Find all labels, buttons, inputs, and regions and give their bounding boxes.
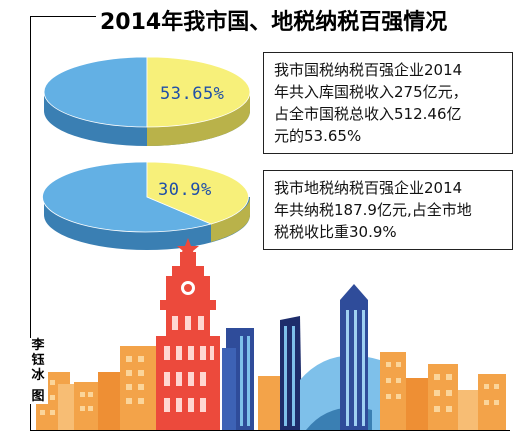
- guoshui-line-3: 占全市国税总收入512.46亿: [274, 105, 462, 123]
- dishui-line-3: 税税收比重30.9%: [274, 223, 397, 241]
- image-credit: 李 钰 冰 图: [28, 338, 48, 404]
- pie1-slice-small: [146, 56, 251, 128]
- pie-chart-guoshui: [43, 56, 251, 146]
- dishui-line-2: 年共纳税187.9亿元,占全市地: [274, 201, 472, 219]
- pie1-percent-label: 53.65%: [160, 84, 225, 104]
- page-title: 2014年我市国、地税纳税百强情况: [96, 4, 452, 36]
- dishui-info-box: 我市地税纳税百强企业2014 年共纳税187.9亿元,占全市地 税税收比重30.…: [263, 170, 513, 250]
- pie2-percent-label: 30.9%: [158, 180, 212, 200]
- pie1-slice-large: [43, 56, 148, 128]
- pie1-side-small: [147, 92, 250, 146]
- credit-char: 图: [31, 389, 45, 404]
- pie2-side-small: [211, 197, 250, 242]
- dishui-line-1: 我市地税纳税百强企业2014: [274, 179, 463, 197]
- frame-top-line: [30, 16, 100, 17]
- guoshui-line-4: 元的53.65%: [274, 127, 362, 145]
- frame-left-line: [30, 16, 31, 431]
- pie2-slice-small: [146, 161, 249, 225]
- city-skyline-illustration: [36, 238, 506, 430]
- guoshui-info-box: 我市国税纳税百强企业2014 年共入库国税收入275亿元， 占全市国税总收入51…: [263, 52, 513, 154]
- guoshui-line-1: 我市国税纳税百强企业2014: [274, 61, 463, 79]
- pie2-slice-large: [42, 161, 213, 233]
- credit-char: 钰: [31, 353, 45, 368]
- pie-chart-dishui: [42, 161, 250, 250]
- guoshui-line-2: 年共入库国税收入275亿元，: [274, 83, 468, 101]
- credit-char: 李: [31, 338, 45, 353]
- frame-bottom-line: [30, 430, 510, 431]
- credit-char: 冰: [31, 368, 45, 383]
